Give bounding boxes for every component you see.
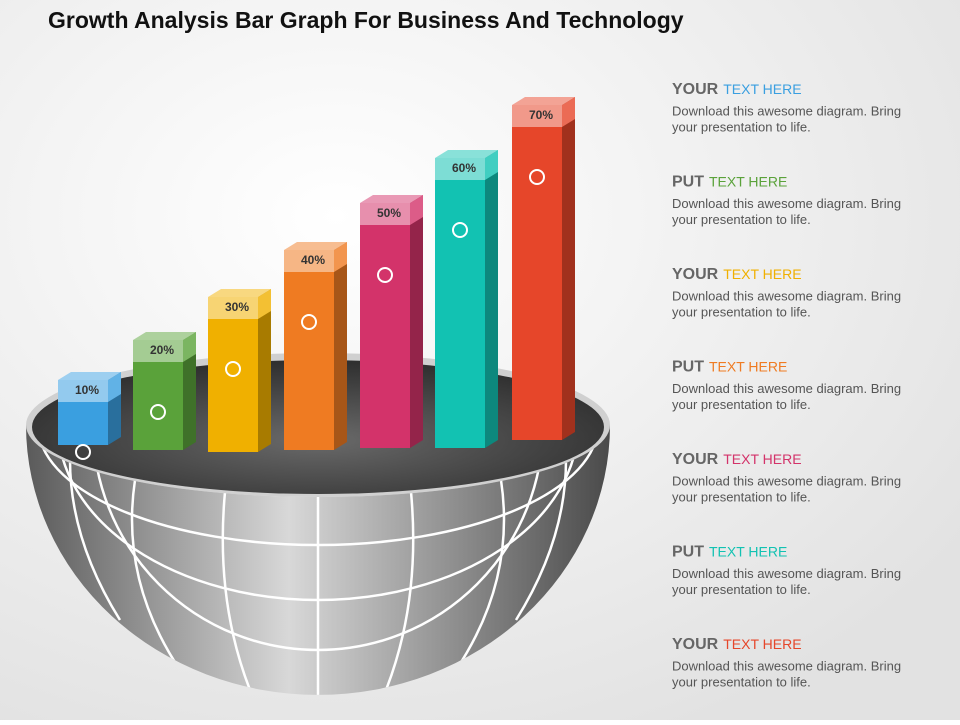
bar: 10%: [58, 372, 121, 460]
bar-value-label: 20%: [150, 343, 174, 357]
bar-cap: [512, 105, 562, 127]
bowl-grid: [36, 425, 600, 695]
item-accent: TEXT HERE: [709, 543, 787, 559]
item-heading: YOUR TEXT HERE: [672, 451, 802, 469]
item-body: Download this awesome diagram. Bring: [672, 566, 901, 581]
item-body: Download this awesome diagram. Bring: [672, 288, 901, 303]
bar-side: [410, 195, 423, 448]
item-lead: PUT: [672, 174, 704, 191]
bar-icon: [150, 404, 166, 420]
bar-top: [208, 289, 271, 297]
bar: 60%: [435, 150, 498, 448]
bar-cap: [360, 203, 410, 225]
bar-cap-side: [410, 195, 423, 225]
bar-front: [360, 203, 410, 448]
bar-cap: [133, 340, 183, 362]
bar-value-label: 60%: [452, 161, 476, 175]
bar-value-label: 70%: [529, 108, 553, 122]
bar-side: [485, 150, 498, 448]
bar-top: [435, 150, 498, 158]
item-lead: YOUR: [672, 266, 719, 283]
item-heading: YOUR TEXT HERE: [672, 636, 802, 654]
item-heading: PUT TEXT HERE: [672, 358, 787, 376]
bar-cap-side: [334, 242, 347, 272]
item-accent: TEXT HERE: [709, 173, 787, 189]
item-accent: TEXT HERE: [723, 266, 801, 282]
item-body: Download this awesome diagram. Bring: [672, 196, 901, 211]
bar-value-label: 10%: [75, 383, 99, 397]
chart-title: Growth Analysis Bar Graph For Business A…: [48, 7, 684, 33]
bar: 50%: [360, 195, 423, 448]
item-body: your presentation to life.: [672, 582, 811, 597]
bar: 40%: [284, 242, 347, 450]
bar-side: [334, 242, 347, 450]
bars: 10% 20% 30% 40% 50% 60% 70%: [58, 97, 575, 460]
bar-cap-side: [258, 289, 271, 319]
bar-side: [562, 97, 575, 440]
item-lead: YOUR: [672, 81, 719, 98]
bar: 70%: [512, 97, 575, 440]
bar-cap: [208, 297, 258, 319]
item-heading: PUT TEXT HERE: [672, 543, 787, 561]
bar: 30%: [208, 289, 271, 452]
item-body: your presentation to life.: [672, 674, 811, 689]
bar-value-label: 50%: [377, 206, 401, 220]
bar-cap-side: [485, 150, 498, 180]
bar-cap-side: [108, 372, 121, 402]
bar-cap-side: [183, 332, 196, 362]
item-lead: PUT: [672, 359, 704, 376]
bar-value-label: 30%: [225, 300, 249, 314]
bar-icon: [529, 169, 545, 185]
bar-icon: [225, 361, 241, 377]
bar-icon: [377, 267, 393, 283]
item-body: Download this awesome diagram. Bring: [672, 658, 901, 673]
item-heading: PUT TEXT HERE: [672, 173, 787, 191]
item-accent: TEXT HERE: [709, 358, 787, 374]
bar-front: [208, 297, 258, 452]
bar-cap: [435, 158, 485, 180]
item-lead: YOUR: [672, 451, 719, 468]
bar-top: [512, 97, 575, 105]
item-lead: PUT: [672, 544, 704, 561]
item-body: your presentation to life.: [672, 397, 811, 412]
bar-side: [258, 289, 271, 452]
bar-icon: [75, 444, 91, 460]
bar-top: [360, 195, 423, 203]
bar-cap: [58, 380, 108, 402]
bar-top: [58, 372, 121, 380]
item-body: your presentation to life.: [672, 119, 811, 134]
bar-top: [284, 242, 347, 250]
bar-side: [183, 332, 196, 450]
bar-top: [133, 332, 196, 340]
bar-icon: [452, 222, 468, 238]
item-body: your presentation to life.: [672, 212, 811, 227]
bar-cap-side: [562, 97, 575, 127]
item-heading: YOUR TEXT HERE: [672, 81, 802, 99]
bar-cap: [284, 250, 334, 272]
bar-front: [512, 105, 562, 440]
item-body: your presentation to life.: [672, 489, 811, 504]
item-accent: TEXT HERE: [723, 81, 801, 97]
item-accent: TEXT HERE: [723, 451, 801, 467]
item-body: Download this awesome diagram. Bring: [672, 381, 901, 396]
item-body: Download this awesome diagram. Bring: [672, 473, 901, 488]
item-body: Download this awesome diagram. Bring: [672, 103, 901, 118]
bar-front: [284, 250, 334, 450]
item-body: your presentation to life.: [672, 304, 811, 319]
bar: 20%: [133, 332, 196, 450]
bar-front: [435, 158, 485, 448]
bar-icon: [301, 314, 317, 330]
item-accent: TEXT HERE: [723, 636, 801, 652]
item-heading: YOUR TEXT HERE: [672, 266, 802, 284]
item-lead: YOUR: [672, 636, 719, 653]
bar-value-label: 40%: [301, 253, 325, 267]
